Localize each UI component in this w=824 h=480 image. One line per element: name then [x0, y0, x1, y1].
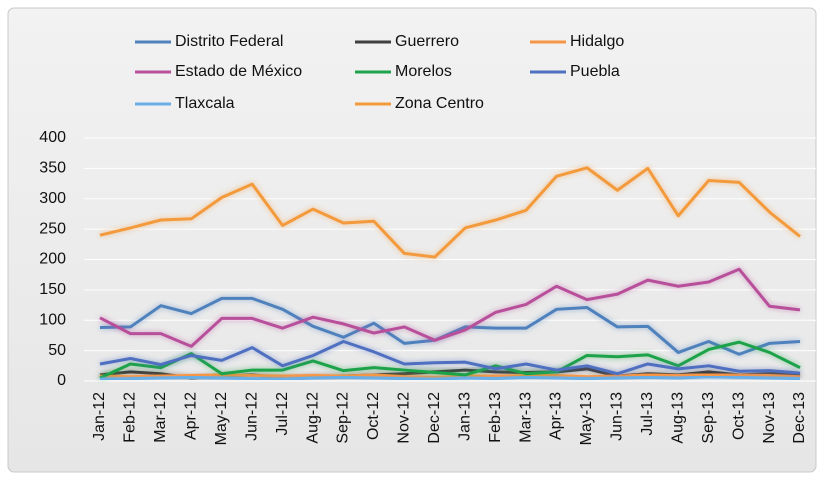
- series-line: [99, 340, 801, 376]
- x-tick-label: Jan-13: [456, 392, 473, 441]
- series-line: [99, 267, 801, 348]
- x-tick-label: Mar-12: [152, 392, 169, 443]
- legend-label: Distrito Federal: [175, 33, 283, 50]
- x-tick-label: Jan-12: [91, 392, 108, 441]
- y-tick-label: 0: [57, 372, 66, 389]
- x-tick-label: Feb-12: [122, 392, 139, 443]
- x-tick-label: Dec-13: [791, 392, 808, 444]
- x-tick-label: Sep-12: [335, 392, 352, 444]
- x-tick-label: Oct-13: [730, 392, 747, 440]
- y-tick-label: 350: [39, 160, 66, 177]
- series-line: [99, 340, 801, 380]
- x-tick-label: Aug-12: [304, 392, 321, 444]
- legend-label: Tlaxcala: [175, 95, 235, 112]
- y-tick-label: 50: [48, 342, 66, 359]
- x-tick-label: Jun-13: [609, 392, 626, 441]
- legend-label: Hidalgo: [570, 33, 624, 50]
- series-line: [99, 166, 801, 259]
- x-tick-label: May-13: [578, 392, 595, 445]
- x-tick-label: Dec-12: [426, 392, 443, 444]
- y-tick-label: 100: [39, 311, 66, 328]
- x-tick-label: Oct-12: [365, 392, 382, 440]
- legend-label: Zona Centro: [395, 95, 484, 112]
- x-tick-label: Aug-13: [669, 392, 686, 444]
- y-tick-label: 400: [39, 129, 66, 146]
- series-line: [99, 375, 801, 381]
- y-tick-label: 150: [39, 281, 66, 298]
- y-tick-label: 200: [39, 251, 66, 268]
- x-tick-label: May-12: [213, 392, 230, 445]
- legend-label: Estado de México: [175, 63, 302, 80]
- legend-label: Guerrero: [395, 33, 459, 50]
- legend-label: Morelos: [395, 63, 452, 80]
- x-tick-label: Jun-12: [243, 392, 260, 441]
- x-tick-label: Feb-13: [487, 392, 504, 443]
- x-tick-label: Apr-12: [183, 392, 200, 440]
- x-tick-label: Nov-13: [761, 392, 778, 444]
- y-tick-label: 300: [39, 190, 66, 207]
- legend-label: Puebla: [570, 63, 620, 80]
- series-line: [99, 372, 801, 379]
- x-tick-label: Apr-13: [548, 392, 565, 440]
- x-tick-label: Jul-13: [639, 392, 656, 436]
- x-tick-label: Sep-13: [700, 392, 717, 444]
- x-tick-label: Nov-12: [396, 392, 413, 444]
- y-tick-label: 250: [39, 220, 66, 237]
- x-tick-label: Mar-13: [517, 392, 534, 443]
- x-tick-label: Jul-12: [274, 392, 291, 436]
